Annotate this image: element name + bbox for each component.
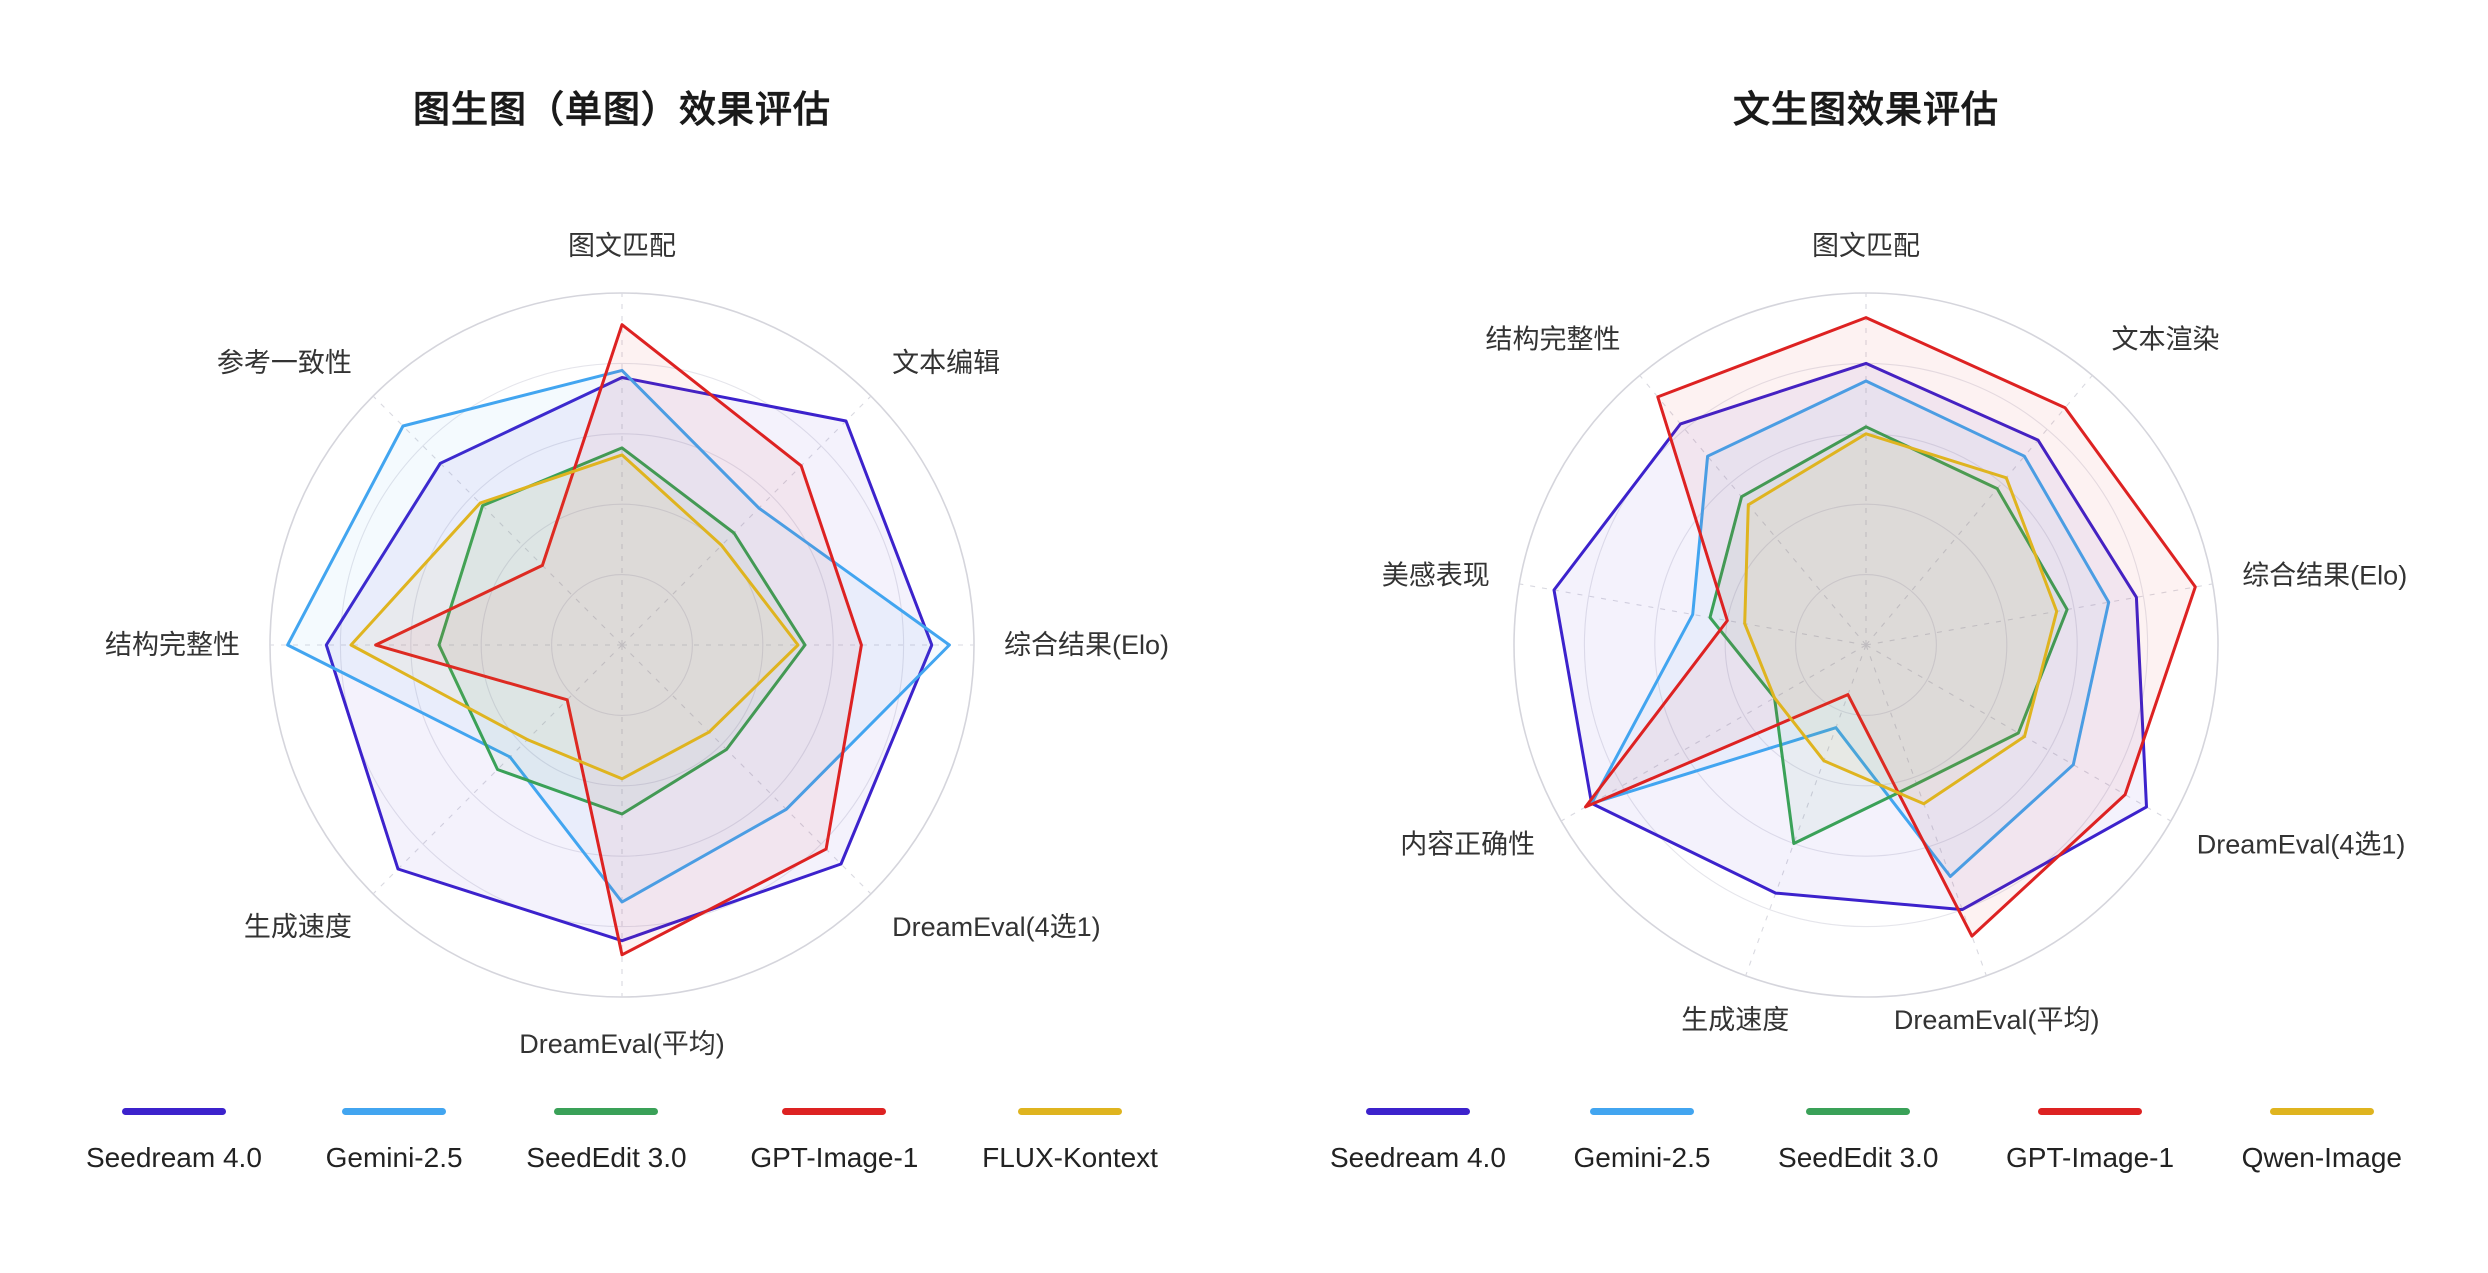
legend-swatch [554, 1108, 659, 1115]
radar-panel-text-to-image: 文生图效果评估 图文匹配文本渲染综合结果(Elo) DreamEval(4选1) D… [1244, 0, 2488, 1273]
legend-label: Seedream 4.0 [86, 1142, 262, 1173]
axis-label: 结构完整性 [1486, 324, 1621, 354]
legend-swatch [1806, 1108, 1911, 1115]
legend-left: Seedream 4.0 Gemini-2.5 SeedEdit 3.0 GPT-Im… [86, 1108, 1158, 1174]
legend-item-seedream-4-0[interactable]: Seedream 4.0 [1330, 1108, 1506, 1174]
grid-ring [339, 362, 905, 928]
legend-label: Gemini-2.5 [1573, 1142, 1711, 1173]
axis-label: 图文匹配 [568, 231, 676, 261]
legend-item-gemini-2-5[interactable]: Gemini-2.5 [326, 1108, 463, 1174]
axis-label: DreamEval(平均) [1894, 1005, 2100, 1035]
legend-label: GPT-Image-1 [2006, 1142, 2175, 1173]
axis-label: DreamEval(4选1) [892, 912, 1101, 942]
legend-right: Seedream 4.0 Gemini-2.5 SeedEdit 3.0 GPT-Im… [1330, 1108, 2402, 1174]
series-qwen-image [1743, 432, 2059, 806]
legend-label: Qwen-Image [2241, 1142, 2402, 1173]
axis-label: 结构完整性 [105, 630, 240, 660]
legend-swatch [121, 1108, 226, 1115]
legend-label: SeedEdit 3.0 [526, 1142, 687, 1173]
axis-label: 内容正确性 [1400, 830, 1535, 860]
chart-title-right: 文生图效果评估 [1733, 89, 1999, 130]
series-gemini-2-5 [286, 368, 951, 904]
grid-ring [1724, 503, 2008, 787]
legend-item-seedream-4-0[interactable]: Seedream 4.0 [86, 1108, 262, 1174]
grid-ring [480, 503, 764, 787]
legend-label: Seedream 4.0 [1330, 1142, 1506, 1173]
radar-panel-image-to-image: 图生图（单图）效果评估 图文匹配文本编辑综合结果(Elo) DreamEval(4… [86, 89, 1169, 1174]
legend-item-seededit-3-0[interactable]: SeedEdit 3.0 [526, 1108, 687, 1174]
axis-label: 综合结果(Elo) [1004, 630, 1169, 660]
axis-label: DreamEval(平均) [519, 1029, 725, 1059]
legend-item-gpt-image-1[interactable]: GPT-Image-1 [750, 1108, 918, 1174]
legend-swatch [782, 1108, 887, 1115]
legend-label: GPT-Image-1 [750, 1142, 919, 1173]
legend-item-gemini-2-5[interactable]: Gemini-2.5 [1573, 1108, 1711, 1174]
axis-label: 生成速度 [1681, 1005, 1789, 1035]
legend-item-seededit-3-0[interactable]: SeedEdit 3.0 [1778, 1108, 1938, 1174]
axis-label: 文本编辑 [892, 348, 1000, 378]
legend-label: SeedEdit 3.0 [1778, 1142, 1939, 1173]
legend-swatch [1589, 1108, 1694, 1115]
axis-label: 参考一致性 [217, 348, 352, 378]
legend-swatch [1018, 1108, 1123, 1115]
legend-swatch [2269, 1108, 2374, 1115]
grid-ring [410, 433, 834, 857]
legend-item-gpt-image-1[interactable]: GPT-Image-1 [2006, 1108, 2174, 1174]
axis-label: 图文匹配 [1812, 231, 1920, 261]
legend-item-qwen-image[interactable]: Qwen-Image [2242, 1108, 2402, 1174]
chart-title-left: 图生图（单图）效果评估 [413, 89, 831, 130]
series-flux-kontext [349, 453, 800, 781]
series-gpt-image-1 [374, 323, 863, 957]
axis-label: 美感表现 [1382, 561, 1490, 591]
grid-ring [1795, 574, 1937, 716]
axis-label: 综合结果(Elo) [2242, 561, 2407, 591]
series-gpt-image-1 [1584, 316, 2197, 938]
legend-item-flux-kontext[interactable]: FLUX-Kontext [982, 1108, 1158, 1174]
legend-swatch [1365, 1108, 1470, 1115]
legend-label: Gemini-2.5 [325, 1142, 463, 1173]
axis-label: 文本渲染 [2112, 324, 2220, 354]
grid-ring [551, 574, 693, 716]
legend-label: FLUX-Kontext [982, 1142, 1158, 1173]
axis-label: 生成速度 [244, 912, 352, 942]
legend-swatch [2038, 1108, 2143, 1115]
axis-label: DreamEval(4选1) [2197, 830, 2406, 860]
legend-swatch [342, 1108, 447, 1115]
